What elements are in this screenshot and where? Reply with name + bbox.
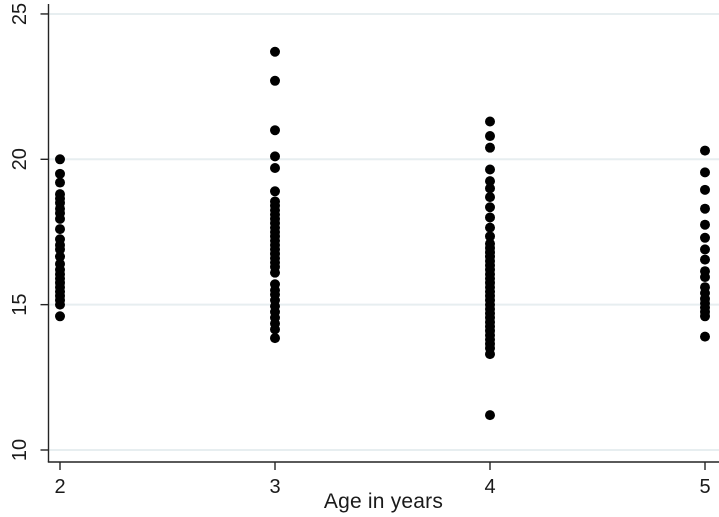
- data-point-age-3: [270, 151, 280, 162]
- x-tick-label-3: 3: [269, 476, 280, 498]
- x-tick-label-4: 4: [484, 476, 495, 498]
- y-tick-label-25: 25: [9, 3, 31, 25]
- data-point-age-5: [700, 244, 710, 255]
- data-point-age-2: [55, 213, 65, 224]
- data-point-age-5: [700, 331, 710, 342]
- data-point-age-4: [485, 410, 495, 421]
- data-point-age-4: [485, 202, 495, 213]
- data-point-age-4: [485, 183, 495, 194]
- data-point-age-2: [55, 177, 65, 188]
- data-point-age-4: [485, 176, 495, 187]
- data-point-age-2: [55, 244, 65, 255]
- data-point-age-3: [270, 333, 280, 344]
- y-tick-label-10: 10: [9, 439, 31, 461]
- data-point-age-2: [55, 251, 65, 262]
- data-point-age-5: [700, 254, 710, 265]
- data-point-age-3: [270, 125, 280, 136]
- data-point-age-5: [700, 145, 710, 156]
- data-point-age-5: [700, 311, 710, 322]
- data-point-age-4: [485, 116, 495, 127]
- data-point-age-3: [270, 75, 280, 86]
- data-point-age-4: [485, 231, 495, 242]
- data-point-age-5: [700, 167, 710, 178]
- data-point-age-4: [485, 142, 495, 153]
- data-point-age-5: [700, 219, 710, 230]
- data-point-age-2: [55, 311, 65, 322]
- data-point-age-3: [270, 186, 280, 197]
- data-point-age-2: [55, 299, 65, 310]
- y-tick-label-20: 20: [9, 148, 31, 170]
- data-point-age-4: [485, 164, 495, 175]
- data-point-age-4: [485, 222, 495, 233]
- x-tick-label-2: 2: [54, 476, 65, 498]
- data-point-age-2: [55, 168, 65, 179]
- data-point-age-3: [270, 267, 280, 278]
- data-point-age-4: [485, 349, 495, 360]
- y-tick-label-15: 15: [9, 294, 31, 316]
- x-tick-label-5: 5: [699, 476, 710, 498]
- data-point-age-5: [700, 184, 710, 195]
- data-point-age-2: [55, 154, 65, 165]
- data-point-age-4: [485, 192, 495, 203]
- data-point-age-2: [55, 224, 65, 235]
- data-point-age-3: [270, 163, 280, 174]
- data-point-age-3: [270, 324, 280, 335]
- data-point-age-5: [700, 232, 710, 243]
- data-point-age-4: [485, 212, 495, 223]
- data-point-age-4: [485, 131, 495, 142]
- data-point-age-5: [700, 272, 710, 283]
- data-point-age-3: [270, 46, 280, 57]
- data-point-age-5: [700, 203, 710, 214]
